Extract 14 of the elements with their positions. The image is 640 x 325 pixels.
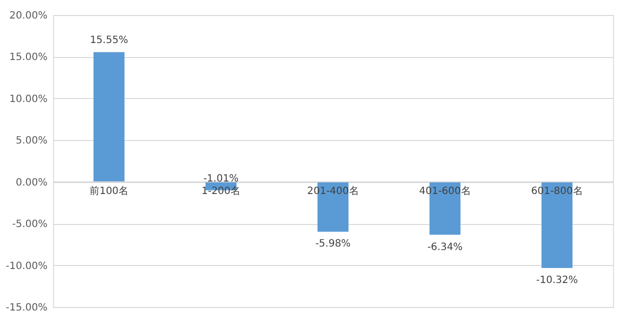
y-tick-label: 20.00% (9, 10, 48, 22)
data-label: -1.01% (203, 173, 239, 184)
y-tick-label: -5.00% (12, 219, 48, 230)
y-tick-label: -15.00% (6, 302, 48, 314)
data-label: -10.32% (536, 274, 578, 286)
y-tick-label: 10.00% (9, 94, 48, 105)
data-label: -6.34% (427, 242, 463, 253)
y-tick-label: 15.00% (9, 52, 48, 64)
y-tick-label: -10.00% (6, 260, 48, 272)
y-tick-label: 5.00% (16, 136, 48, 147)
x-tick-label: 前100名 (89, 184, 129, 197)
data-label: 15.55% (90, 35, 128, 46)
y-tick-label: 0.00% (16, 177, 48, 188)
data-label: -5.98% (315, 238, 351, 250)
